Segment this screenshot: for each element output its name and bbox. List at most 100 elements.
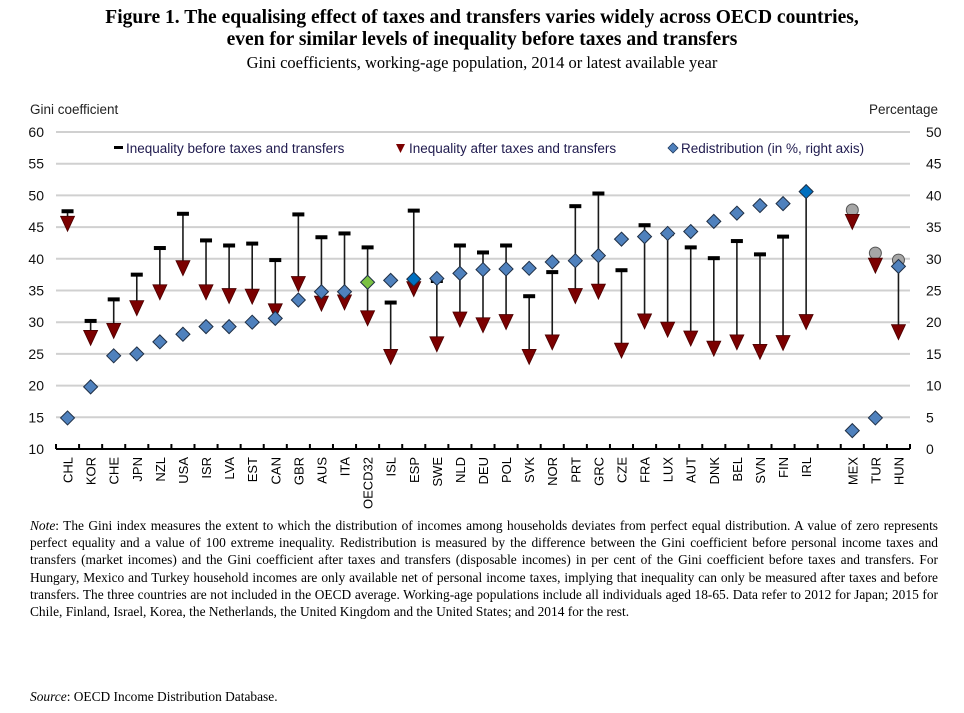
- x-tick-label: CAN: [268, 457, 283, 484]
- category-group: [452, 243, 468, 328]
- category-group: [544, 254, 560, 351]
- before-marker: [638, 223, 651, 228]
- x-tick-label: GRC: [591, 457, 606, 486]
- category-group: [890, 253, 907, 341]
- source: Source: OECD Income Distribution Databas…: [30, 689, 278, 705]
- after-marker: [567, 288, 583, 305]
- after-marker: [498, 314, 514, 331]
- source-label: Source: [30, 689, 67, 704]
- y-tick-label-left: 25: [28, 346, 44, 362]
- x-tick-label: CHE: [107, 457, 122, 485]
- before-marker: [707, 256, 720, 261]
- after-marker: [383, 349, 399, 366]
- before-marker: [338, 231, 351, 236]
- category-group: [567, 204, 584, 305]
- before-marker: [477, 250, 489, 255]
- before-marker: [200, 238, 213, 243]
- x-tick-label: ISL: [384, 457, 399, 477]
- y-tick-label-left: 40: [28, 251, 44, 267]
- x-tick-label: HUN: [891, 457, 906, 485]
- x-tick-label: GBR: [291, 457, 306, 485]
- after-marker: [290, 276, 306, 293]
- category-group: [636, 223, 653, 330]
- after-marker: [475, 317, 491, 334]
- after-marker: [844, 213, 860, 231]
- before-marker: [61, 209, 74, 214]
- legend-label-before: Inequality before taxes and transfers: [126, 141, 345, 156]
- redistribution-marker: [290, 292, 307, 308]
- after-marker: [359, 310, 376, 327]
- after-marker: [660, 321, 676, 339]
- before-marker: [246, 241, 259, 246]
- legend-label-redistribution: Redistribution (in %, right axis): [681, 141, 864, 156]
- y-tick-label-right: 10: [926, 378, 942, 394]
- category-group: [152, 246, 168, 350]
- x-tick-label: NLD: [453, 457, 468, 483]
- x-tick-label: FIN: [776, 457, 791, 478]
- after-marker: [683, 330, 699, 347]
- redistribution-marker: [775, 195, 791, 212]
- x-tick-label: NZL: [153, 457, 168, 482]
- category-group: [267, 258, 283, 327]
- after-marker: [890, 324, 907, 341]
- x-tick-label: PRT: [568, 457, 583, 483]
- after-marker: [59, 215, 76, 233]
- x-tick-label: LVA: [222, 457, 237, 480]
- figure-title-line-2: even for similar levels of inequality be…: [226, 29, 738, 50]
- redistribution-marker: [752, 197, 768, 214]
- before-marker: [730, 239, 743, 244]
- x-tick-label: TUR: [868, 457, 883, 484]
- after-marker: [152, 284, 168, 301]
- x-tick-label: CZE: [614, 457, 629, 483]
- category-group: [105, 297, 122, 364]
- before-marker: [453, 243, 466, 248]
- redistribution-marker: [129, 346, 145, 362]
- redistribution-marker: [544, 254, 560, 270]
- category-group: [175, 211, 191, 342]
- category-group: [129, 272, 145, 362]
- x-tick-label: DNK: [707, 457, 722, 485]
- before-marker: [223, 243, 236, 248]
- after-marker: [452, 311, 468, 328]
- category-group: [429, 270, 445, 353]
- before-marker: [107, 297, 120, 302]
- category-group: [221, 243, 237, 335]
- after-marker: [775, 335, 791, 352]
- redistribution-marker: [798, 183, 814, 200]
- before-marker: [546, 270, 559, 275]
- before-marker: [153, 246, 166, 251]
- redistribution-marker: [890, 258, 907, 275]
- category-group: [313, 235, 330, 313]
- y-tick-label-right: 20: [926, 314, 942, 330]
- y-tick-label-right: 50: [926, 124, 942, 140]
- x-tick-label: POL: [499, 457, 514, 483]
- note-label: Note: [30, 518, 56, 533]
- y-tick-label-left: 35: [28, 283, 44, 299]
- before-marker: [176, 211, 189, 216]
- before-marker: [523, 294, 536, 299]
- redistribution-marker: [429, 270, 445, 287]
- before-marker: [130, 272, 143, 277]
- category-group: [752, 197, 768, 361]
- category-group: [683, 223, 699, 347]
- y-tick-label-left: 60: [28, 124, 44, 140]
- category-group: [706, 213, 722, 358]
- y-tick-label-left: 15: [28, 409, 44, 425]
- x-tick-label: IRL: [799, 457, 814, 477]
- after-marker: [636, 313, 653, 330]
- redistribution-marker: [198, 318, 214, 335]
- category-group: [198, 238, 214, 335]
- after-marker: [798, 314, 814, 331]
- redistribution-marker: [267, 310, 283, 327]
- x-tick-label: SWE: [430, 457, 445, 487]
- redistribution-marker: [729, 205, 745, 221]
- redistribution-marker: [706, 213, 722, 230]
- after-marker: [613, 342, 630, 360]
- source-text: : OECD Income Distribution Database.: [66, 689, 278, 704]
- before-marker: [500, 243, 513, 248]
- category-group: [336, 231, 353, 311]
- category-group: [729, 205, 745, 351]
- category-group: [59, 209, 76, 426]
- category-group: [844, 203, 861, 439]
- y-tick-label-left: 10: [28, 441, 44, 457]
